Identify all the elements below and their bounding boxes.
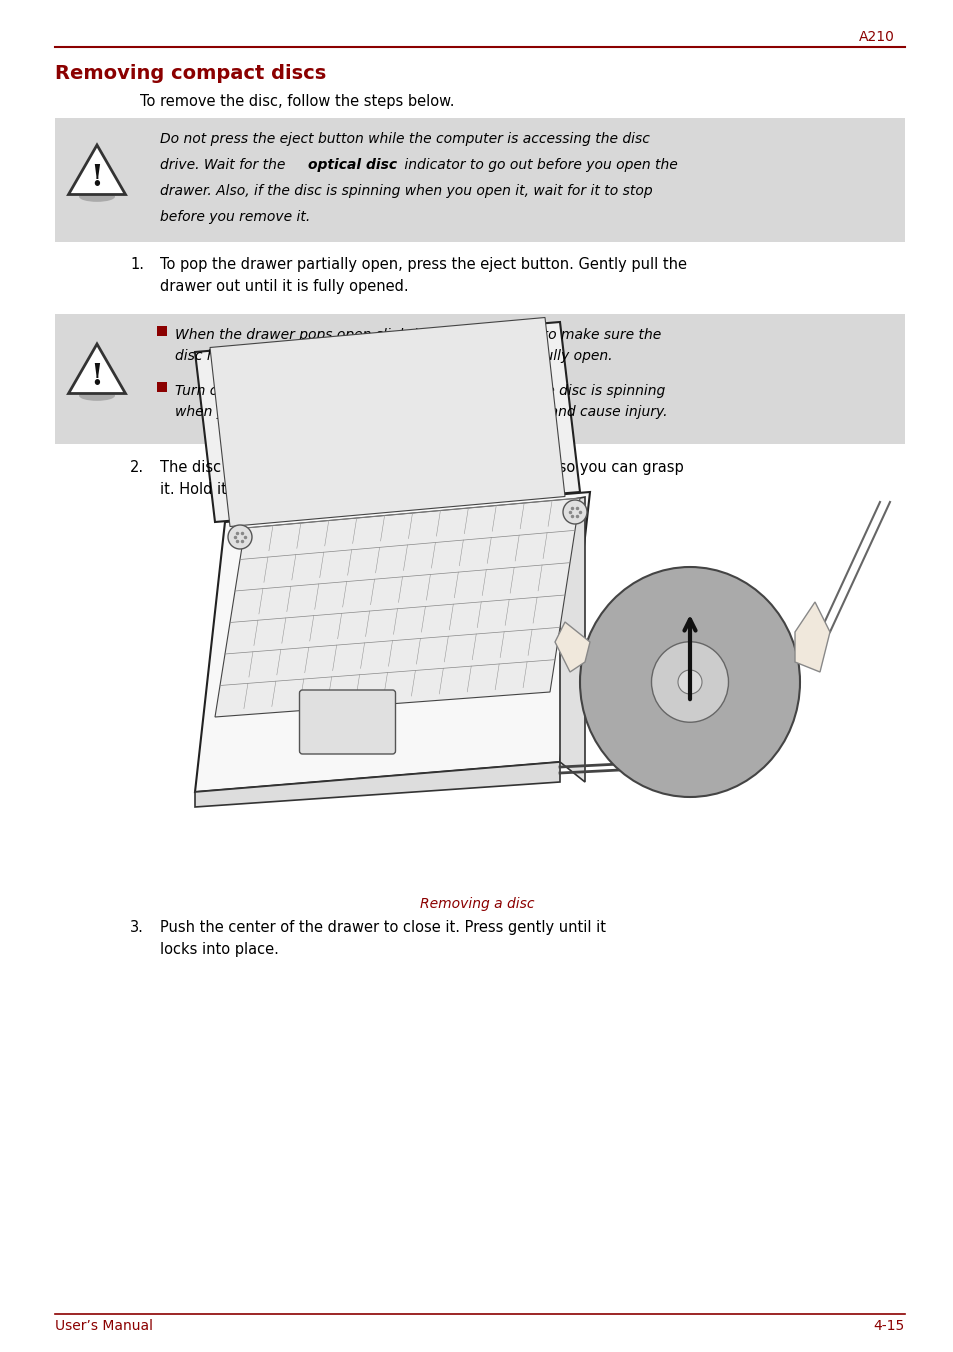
- Text: drawer. Also, if the disc is spinning when you open it, wait for it to stop: drawer. Also, if the disc is spinning wh…: [160, 184, 652, 197]
- Text: Removing compact discs: Removing compact discs: [55, 64, 326, 82]
- Ellipse shape: [79, 192, 115, 201]
- Text: User’s Manual: User’s Manual: [55, 1320, 152, 1333]
- Text: optical disc: optical disc: [308, 158, 396, 172]
- Text: 2.: 2.: [130, 460, 144, 475]
- Text: A210: A210: [859, 30, 894, 45]
- Ellipse shape: [579, 566, 800, 796]
- Circle shape: [228, 525, 252, 549]
- Bar: [157, 326, 167, 337]
- Text: before you remove it.: before you remove it.: [160, 210, 310, 224]
- Bar: [55, 118, 904, 242]
- Text: When the drawer pops open slightly, wait a moment to make sure the
disc has stop: When the drawer pops open slightly, wait…: [174, 329, 660, 362]
- Polygon shape: [194, 763, 559, 807]
- Polygon shape: [555, 622, 589, 672]
- Polygon shape: [69, 343, 126, 393]
- Text: 1.: 1.: [130, 257, 144, 272]
- Text: Turn off the power before you use the eject hole. If the disc is spinning
when y: Turn off the power before you use the ej…: [174, 384, 667, 419]
- Polygon shape: [559, 498, 584, 781]
- Text: drive. Wait for the: drive. Wait for the: [160, 158, 290, 172]
- Bar: [55, 314, 904, 443]
- Text: Push the center of the drawer to close it. Press gently until it
locks into plac: Push the center of the drawer to close i…: [160, 919, 605, 957]
- Text: Removing a disc: Removing a disc: [419, 896, 534, 911]
- Polygon shape: [794, 602, 829, 672]
- Text: indicator to go out before you open the: indicator to go out before you open the: [399, 158, 677, 172]
- Circle shape: [678, 671, 701, 694]
- Text: Do not press the eject button while the computer is accessing the disc: Do not press the eject button while the …: [160, 132, 649, 146]
- Polygon shape: [69, 145, 126, 195]
- Polygon shape: [194, 322, 579, 522]
- Text: 3.: 3.: [130, 919, 144, 936]
- Text: !: !: [91, 164, 103, 192]
- Polygon shape: [210, 318, 564, 526]
- Text: !: !: [91, 362, 103, 392]
- Ellipse shape: [79, 391, 115, 400]
- Text: The disc extends slightly over the sides of the drawer so you can grasp
it. Hold: The disc extends slightly over the sides…: [160, 460, 683, 498]
- Ellipse shape: [651, 642, 728, 722]
- Circle shape: [562, 500, 586, 525]
- FancyBboxPatch shape: [299, 690, 395, 754]
- Text: To pop the drawer partially open, press the eject button. Gently pull the
drawer: To pop the drawer partially open, press …: [160, 257, 686, 295]
- Bar: [157, 383, 167, 392]
- Polygon shape: [214, 498, 579, 717]
- Text: To remove the disc, follow the steps below.: To remove the disc, follow the steps bel…: [140, 95, 454, 110]
- Polygon shape: [194, 492, 589, 792]
- Text: 4-15: 4-15: [873, 1320, 904, 1333]
